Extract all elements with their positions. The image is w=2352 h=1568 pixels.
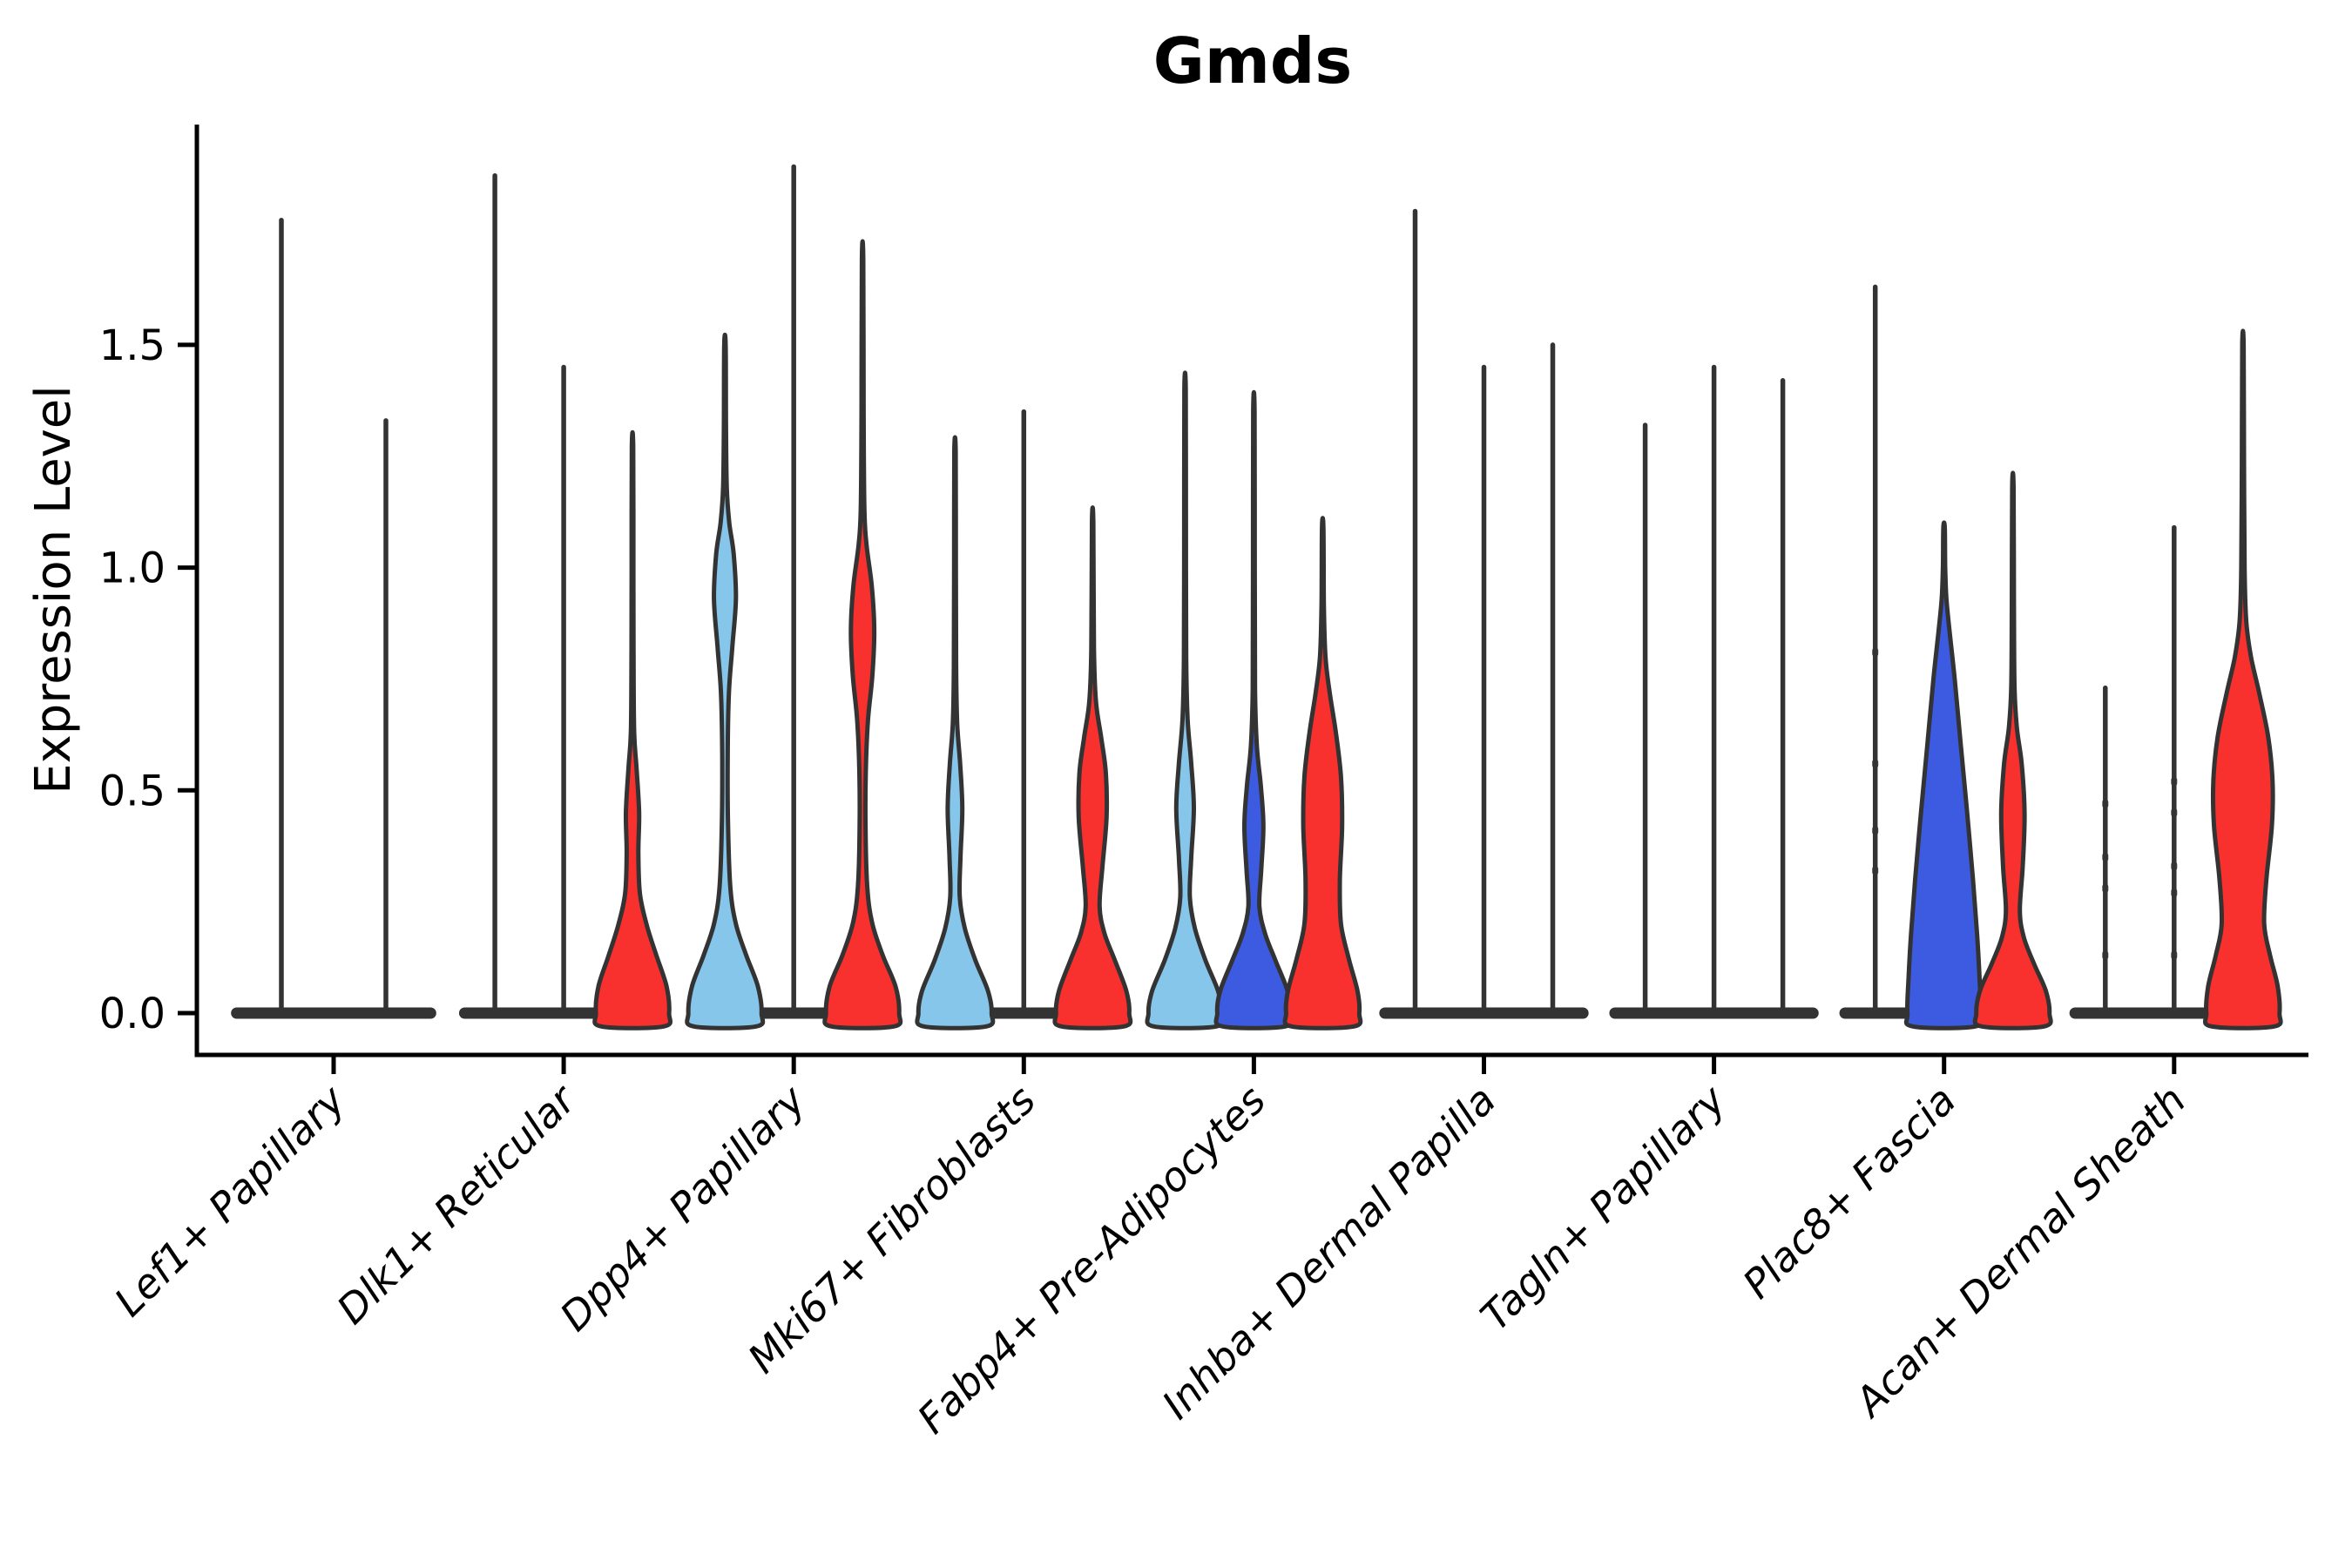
violin-red xyxy=(1052,505,1133,1031)
y-tick-label: 0.5 xyxy=(99,767,166,815)
data-point xyxy=(1872,759,1879,768)
y-tick-label: 1.5 xyxy=(99,321,166,370)
data-point xyxy=(2171,888,2178,897)
x-tick-label: Tagln+ Papillary xyxy=(1471,1076,1735,1340)
violin-base-bar xyxy=(231,1007,436,1019)
violin-group: Dpp4+ Papillary xyxy=(551,164,903,1340)
data-point xyxy=(2102,799,2109,808)
violin-red xyxy=(2202,328,2283,1031)
violin-group: Acan+ Dermal Sheath xyxy=(1844,328,2283,1427)
axis-spines xyxy=(194,125,2308,1058)
data-point xyxy=(1872,647,1879,657)
data-point xyxy=(2171,777,2178,787)
x-tick-label: Plac8+ Fascia xyxy=(1734,1077,1964,1308)
violin-group: Inhba+ Dermal Papilla xyxy=(1152,208,1589,1428)
violin-group: Mki67+ Fibroblasts xyxy=(739,409,1133,1382)
data-point xyxy=(1872,866,1879,875)
data-point xyxy=(2171,808,2178,817)
violin-red xyxy=(1282,516,1363,1031)
violin-red xyxy=(1972,470,2053,1031)
data-point xyxy=(2171,862,2178,871)
y-tick-label: 0.0 xyxy=(99,990,166,1038)
violin-darkblue xyxy=(1903,520,1984,1031)
data-point xyxy=(2102,950,2109,960)
violin-red xyxy=(592,429,673,1031)
x-tick-label: Dpp4+ Papillary xyxy=(551,1076,814,1340)
violin-darkblue xyxy=(1213,389,1294,1031)
violin-lightblue xyxy=(1145,370,1226,1031)
violin-group: Dlk1+ Reticular xyxy=(328,172,673,1333)
x-tick-label: Lef1+ Papillary xyxy=(105,1076,355,1325)
data-point xyxy=(2171,950,2178,960)
data-point xyxy=(2102,853,2109,862)
y-axis-label: Expression Level xyxy=(25,385,82,794)
violin-lightblue xyxy=(915,435,996,1031)
violin-group: Tagln+ Papillary xyxy=(1471,364,1819,1340)
plot-title: Gmds xyxy=(1153,24,1353,98)
violin-lightblue xyxy=(685,332,766,1031)
x-tick-label: Dlk1+ Reticular xyxy=(328,1074,586,1333)
data-point xyxy=(1872,826,1879,835)
violin-red xyxy=(822,239,903,1031)
data-point xyxy=(2102,883,2109,893)
y-tick-label: 1.0 xyxy=(99,544,166,593)
